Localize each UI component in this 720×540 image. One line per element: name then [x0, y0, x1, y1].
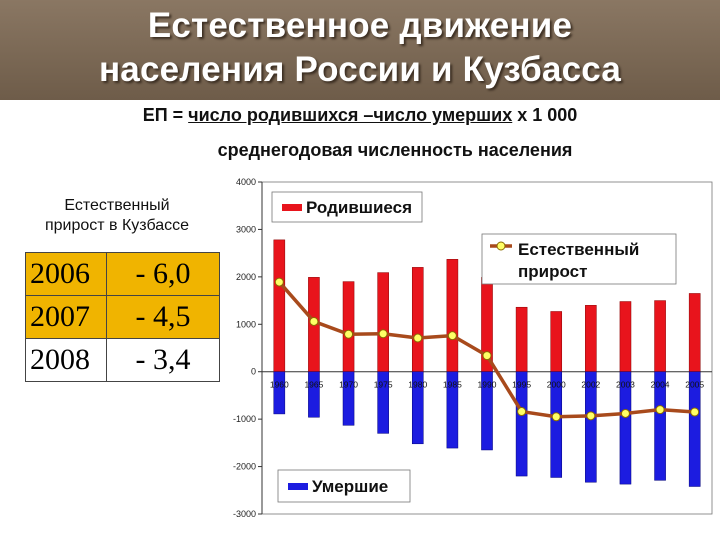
natural-growth-point: [447, 331, 457, 341]
x-tick-label: 1960: [270, 380, 289, 390]
deaths-legend-swatch: [288, 483, 308, 490]
deaths-bar: [273, 371, 286, 415]
births-legend-swatch: [282, 204, 302, 211]
table-row: 2007 - 4,5: [25, 295, 220, 339]
y-tick-label: 2000: [236, 272, 256, 282]
y-tick-label: 0: [251, 367, 256, 377]
y-tick-label: -3000: [233, 509, 256, 519]
table-row: 2008 - 3,4: [25, 338, 220, 382]
y-tick-label: -1000: [233, 414, 256, 424]
natural-growth-point: [413, 333, 423, 343]
x-tick-label: 1975: [374, 380, 393, 390]
births-bar: [619, 301, 632, 372]
title-banner: Естественное движение населения России и…: [0, 0, 720, 100]
growth-legend-box: [481, 233, 677, 285]
natural-growth-point: [344, 329, 354, 339]
y-tick-label: 4000: [236, 177, 256, 187]
deaths-bar: [654, 371, 666, 481]
deaths-bar: [342, 371, 355, 426]
births-bar: [342, 281, 355, 372]
value-cell: - 3,4: [106, 338, 220, 382]
year-cell: 2008: [25, 338, 107, 382]
growth-legend-marker: [496, 241, 506, 251]
formula-multiplier: х 1 000: [512, 105, 578, 125]
deaths-bar: [446, 371, 459, 449]
x-tick-label: 1985: [443, 380, 462, 390]
births-bar: [585, 305, 597, 372]
natural-growth-point: [690, 407, 700, 417]
natural-growth-point: [378, 329, 388, 339]
x-tick-label: 2003: [616, 380, 635, 390]
natural-growth-point: [517, 407, 527, 417]
y-tick-label: 3000: [236, 224, 256, 234]
natural-growth-point: [482, 351, 492, 361]
kuzbass-caption: Естественный прирост в Кузбассе: [44, 197, 190, 234]
growth-legend-label: Естественный: [518, 240, 639, 259]
x-tick-label: 1995: [512, 380, 531, 390]
natural-growth-point: [586, 411, 596, 421]
natural-growth-point: [620, 408, 630, 418]
births-bar: [377, 272, 389, 372]
formula-prefix: ЕП =: [142, 105, 189, 125]
slide-title: Естественное движение населения России и…: [98, 6, 622, 89]
births-bar: [411, 267, 424, 372]
year-cell: 2007: [25, 295, 107, 339]
births-bar: [273, 239, 286, 372]
formula-numerator: число родившихся –число умерших: [188, 105, 513, 125]
x-tick-label: 1970: [339, 380, 358, 390]
deaths-bar: [688, 371, 701, 487]
x-tick-label: 2002: [581, 380, 600, 390]
births-bar: [550, 311, 563, 372]
x-tick-label: 1965: [304, 380, 323, 390]
kuzbass-table: 2006 - 6,0 2007 - 4,5 2008 - 3,4: [25, 252, 220, 382]
table-row: 2006 - 6,0: [25, 252, 220, 296]
deaths-bar: [377, 371, 389, 434]
formula-denominator: среднегодовая численность населения: [217, 140, 573, 160]
births-bar: [446, 259, 459, 372]
y-tick-label: -2000: [233, 462, 256, 472]
x-tick-label: 2004: [651, 380, 670, 390]
growth-legend-label: прирост: [518, 262, 587, 281]
value-cell: - 4,5: [106, 295, 220, 339]
x-tick-label: 1990: [478, 380, 497, 390]
births-bar: [654, 300, 666, 372]
deaths-legend-label: Умершие: [312, 477, 388, 496]
deaths-bar: [308, 371, 320, 418]
x-tick-label: 2000: [547, 380, 566, 390]
deaths-bar: [411, 371, 424, 445]
births-bar: [688, 293, 701, 372]
deaths-bar: [515, 371, 528, 477]
natural-growth-point: [551, 412, 561, 422]
y-tick-label: 1000: [236, 319, 256, 329]
deaths-bar: [481, 371, 493, 451]
deaths-bar: [550, 371, 563, 478]
natural-growth-point: [274, 277, 284, 287]
value-cell: - 6,0: [106, 252, 220, 296]
births-legend-label: Родившиеся: [306, 198, 412, 217]
deaths-bar: [619, 371, 632, 485]
natural-growth-point: [309, 316, 319, 326]
x-tick-label: 2005: [685, 380, 704, 390]
formula-top-line: ЕП = число родившихся –число умерших х 1…: [0, 105, 720, 126]
births-bar: [515, 306, 528, 372]
year-cell: 2006: [25, 252, 107, 296]
deaths-bar: [585, 371, 597, 483]
natural-growth-point: [655, 405, 665, 415]
x-tick-label: 1980: [408, 380, 427, 390]
